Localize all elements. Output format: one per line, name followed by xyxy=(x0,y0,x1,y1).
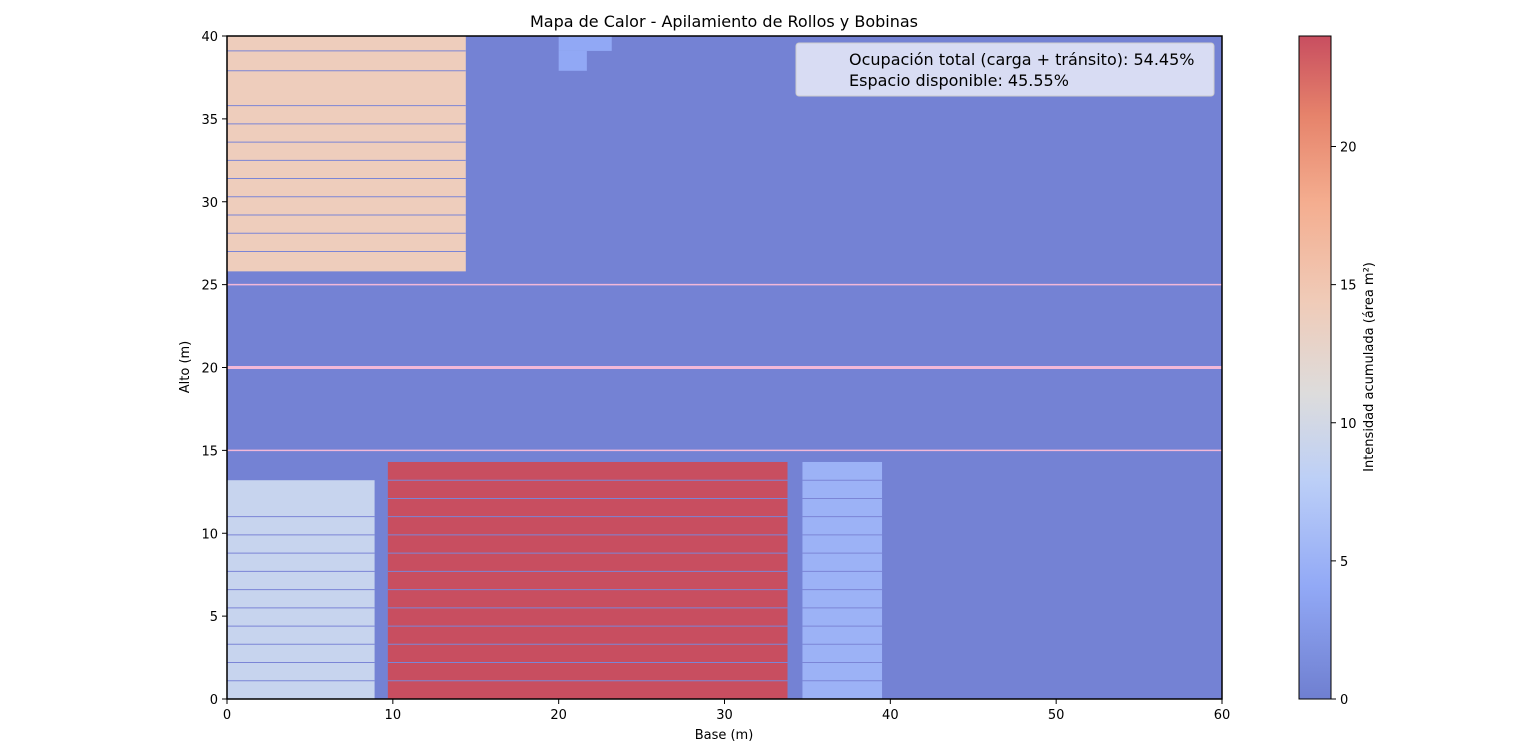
x-tick-label: 40 xyxy=(882,708,899,723)
legend-entry-occupancy: Ocupación total (carga + tránsito): 54.4… xyxy=(849,50,1194,69)
stack-block-4 xyxy=(387,461,788,699)
x-tick-label: 60 xyxy=(1214,708,1231,723)
legend: Ocupación total (carga + tránsito): 54.4… xyxy=(795,42,1215,97)
stack-block-5 xyxy=(802,461,883,699)
colorbar-gradient xyxy=(1298,35,1332,700)
chart-title: Mapa de Calor - Apilamiento de Rollos y … xyxy=(530,12,918,31)
legend-box xyxy=(795,42,1215,97)
stack-block-0 xyxy=(227,36,466,272)
y-tick-label: 5 xyxy=(210,610,218,625)
plot-area xyxy=(226,35,1223,700)
y-tick-label: 0 xyxy=(210,693,218,708)
stack-block-2 xyxy=(558,50,587,71)
legend-entry-available: Espacio disponible: 45.55% xyxy=(849,71,1069,90)
y-axis-label: Alto (m) xyxy=(178,341,193,394)
colorbar-label: Intensidad acumulada (área m²) xyxy=(1362,262,1377,472)
x-axis-label: Base (m) xyxy=(695,728,754,743)
y-tick-label: 35 xyxy=(201,113,218,128)
colorbar-ticks: 0 5 10 15 20 xyxy=(1331,141,1357,708)
y-tick-label: 40 xyxy=(201,30,218,45)
colorbar-tick-label: 0 xyxy=(1340,693,1348,708)
x-axis-ticks: 0 10 20 30 40 50 60 xyxy=(223,699,1230,723)
y-tick-label: 10 xyxy=(201,527,218,542)
x-tick-label: 30 xyxy=(716,708,733,723)
y-axis-ticks: 0 5 10 15 20 25 30 35 40 xyxy=(201,30,227,708)
colorbar-tick-label: 5 xyxy=(1340,555,1348,570)
y-tick-label: 30 xyxy=(201,196,218,211)
x-tick-label: 10 xyxy=(385,708,402,723)
x-tick-label: 0 xyxy=(223,708,231,723)
x-tick-label: 20 xyxy=(550,708,567,723)
y-tick-label: 25 xyxy=(201,279,218,294)
colorbar: 0 5 10 15 20 Intensidad acumulada (área m²) xyxy=(1298,35,1377,708)
stack-block-1 xyxy=(558,36,612,51)
y-tick-label: 20 xyxy=(201,362,218,377)
y-tick-label: 15 xyxy=(201,444,218,459)
colorbar-tick-label: 10 xyxy=(1340,417,1357,432)
colorbar-tick-label: 20 xyxy=(1340,141,1357,156)
colorbar-tick-label: 15 xyxy=(1340,279,1357,294)
x-tick-label: 50 xyxy=(1048,708,1065,723)
